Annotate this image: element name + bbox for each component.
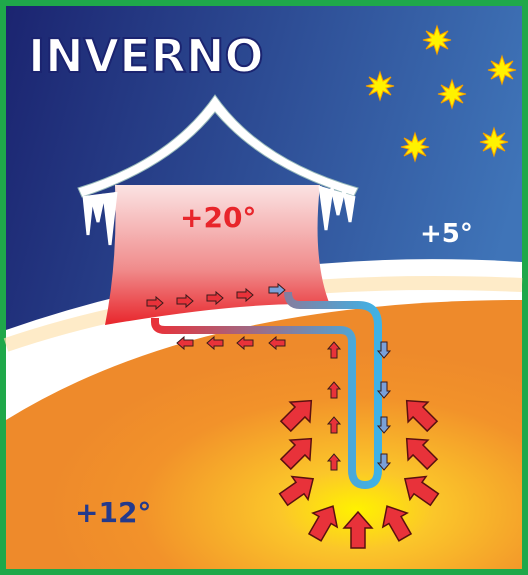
house-temperature: +20° bbox=[180, 201, 256, 234]
title: INVERNO bbox=[28, 29, 264, 83]
ground-temperature: +12° bbox=[75, 496, 151, 529]
air-temperature: +5° bbox=[420, 219, 473, 249]
illustration: INVERNO +20° +5° +12° bbox=[0, 0, 528, 575]
